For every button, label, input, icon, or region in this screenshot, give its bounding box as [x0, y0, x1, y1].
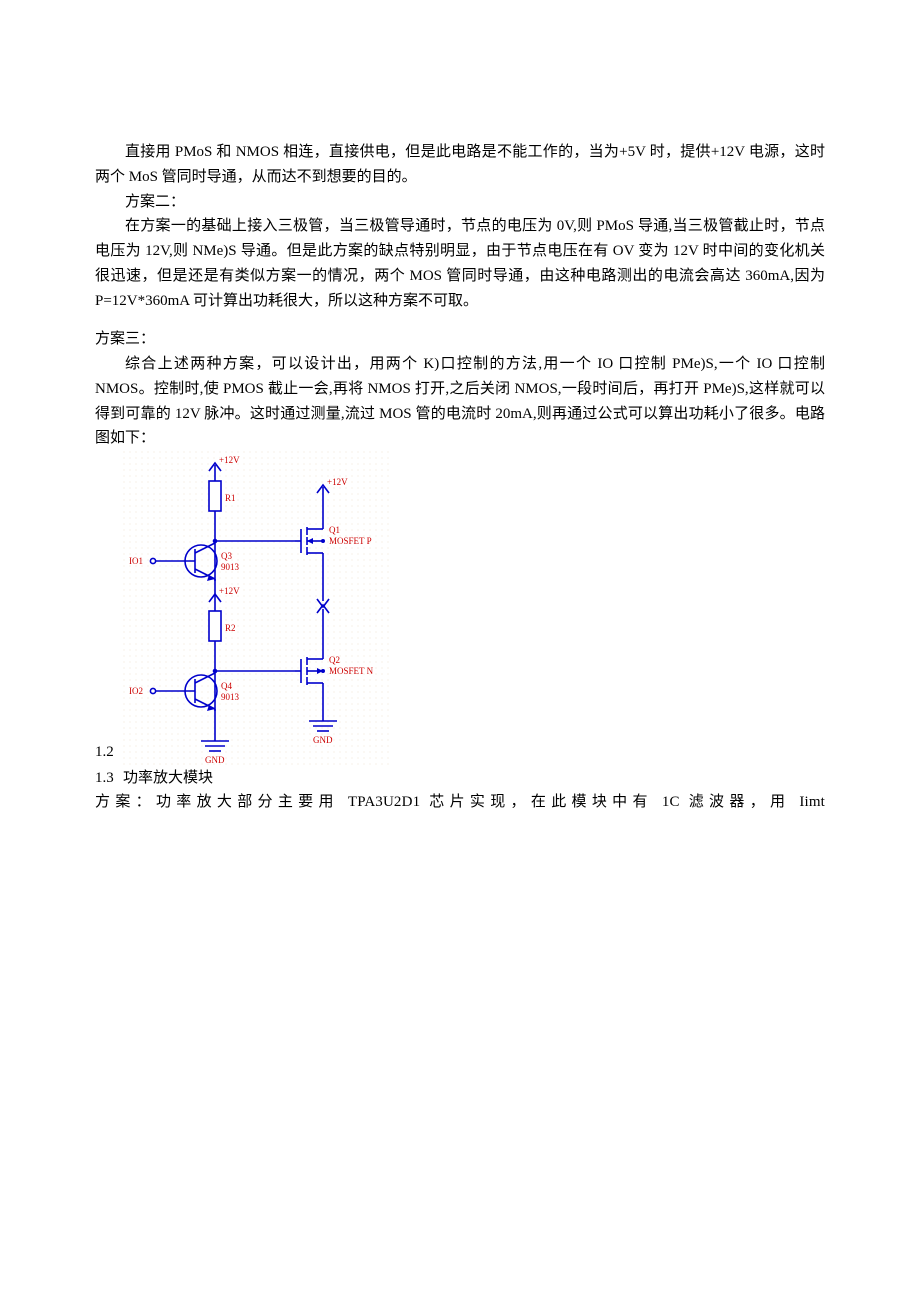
section-number-13: 1.3	[95, 766, 123, 790]
label-q1-type: MOSFET P	[329, 536, 372, 546]
section-title-13: 功率放大模块	[123, 770, 213, 786]
label-q2-type: MOSFET N	[329, 666, 374, 676]
document-page: 直接用 PMoS 和 NMOS 相连，直接供电，但是此电路是不能工作的，当为+5…	[0, 0, 920, 875]
circuit-diagram: +12V R1	[123, 451, 391, 766]
label-v12-mid: +12V	[219, 586, 240, 596]
paragraph: 直接用 PMoS 和 NMOS 相连，直接供电，但是此电路是不能工作的，当为+5…	[95, 140, 825, 190]
label-io1: IO1	[129, 556, 143, 566]
circuit-row: 1.2 +12V R1	[95, 451, 825, 766]
label-q4-type: 9013	[221, 692, 240, 702]
paragraph: 方案三：	[95, 327, 825, 352]
paragraph: 综合上述两种方案，可以设计出，用两个 K)口控制的方法,用一个 IO 口控制 P…	[95, 352, 825, 451]
section-number-12: 1.2	[95, 740, 123, 766]
spacer	[95, 313, 825, 327]
label-r2: R2	[225, 623, 236, 633]
paragraph: 在方案一的基础上接入三极管，当三极管导通时，节点的电压为 0V,则 PMoS 导…	[95, 214, 825, 313]
paragraph: 方案：功率放大部分主要用 TPA3U2D1 芯片实现，在此模块中有 1C 滤波器…	[95, 790, 825, 815]
label-v12-top: +12V	[219, 455, 240, 465]
label-q3-type: 9013	[221, 562, 240, 572]
label-r1: R1	[225, 493, 236, 503]
label-gnd-left: GND	[205, 755, 225, 765]
label-gnd-right: GND	[313, 735, 333, 745]
paragraph: 方案二：	[95, 190, 825, 215]
section-heading-13: 1.3功率放大模块	[95, 766, 825, 790]
label-q4: Q4	[221, 681, 232, 691]
label-q1: Q1	[329, 525, 340, 535]
label-io2: IO2	[129, 686, 143, 696]
label-q2: Q2	[329, 655, 340, 665]
label-v12-right: +12V	[327, 477, 348, 487]
label-q3: Q3	[221, 551, 232, 561]
